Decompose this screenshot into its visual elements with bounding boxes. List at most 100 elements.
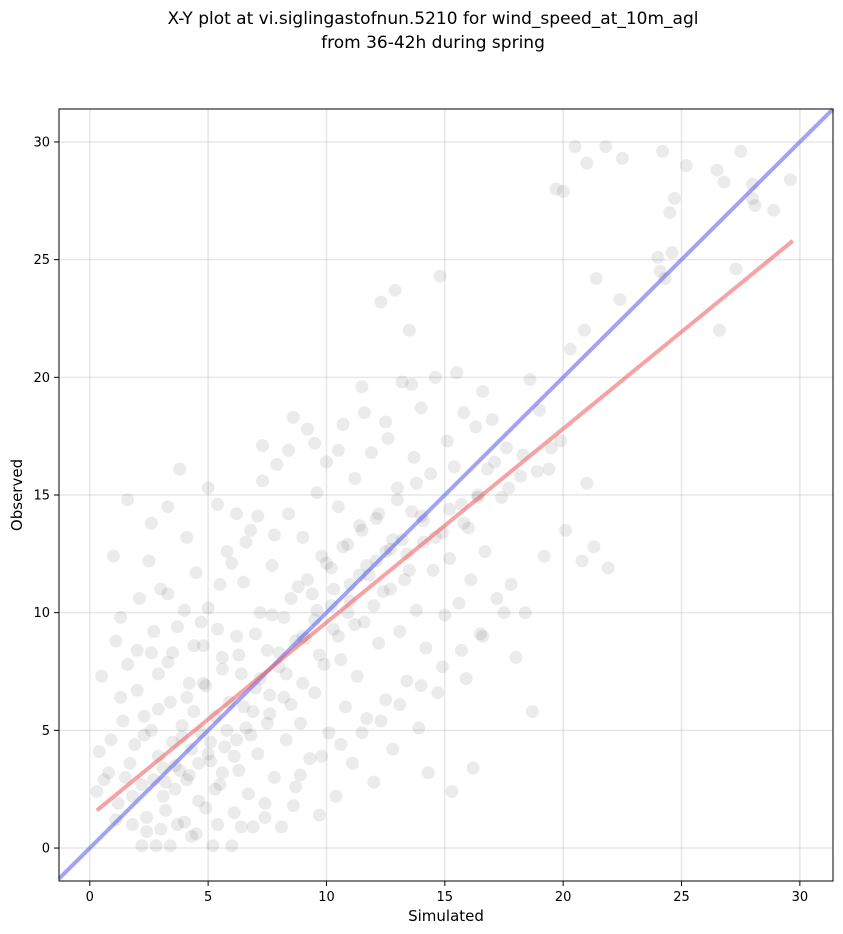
data-point [185, 829, 199, 843]
data-point [334, 653, 348, 667]
data-point [177, 603, 191, 617]
data-point [445, 785, 459, 799]
data-point [310, 486, 324, 500]
data-point [104, 733, 118, 747]
y-tick-label: 10 [33, 606, 50, 621]
data-point [488, 455, 502, 469]
data-point [336, 540, 350, 554]
data-point [355, 726, 369, 740]
data-point [525, 705, 539, 719]
data-point [90, 785, 104, 799]
data-point [151, 667, 165, 681]
data-point [284, 592, 298, 606]
data-point [211, 497, 225, 511]
data-point [154, 822, 168, 836]
data-point [142, 554, 156, 568]
data-point [395, 375, 409, 389]
data-point [710, 163, 724, 177]
data-point [130, 643, 144, 657]
data-point [563, 342, 577, 356]
data-point [473, 627, 487, 641]
data-point [177, 815, 191, 829]
data-point [211, 622, 225, 636]
data-point [230, 733, 244, 747]
data-point [175, 730, 189, 744]
data-point [239, 535, 253, 549]
data-point [137, 728, 151, 742]
data-point [348, 617, 362, 631]
data-point [450, 366, 464, 380]
data-point [241, 787, 255, 801]
data-point [613, 293, 627, 307]
x-tick-label: 10 [318, 890, 335, 905]
data-point [296, 676, 310, 690]
data-point [360, 712, 374, 726]
data-point [405, 504, 419, 518]
data-point [256, 439, 270, 453]
data-point [729, 262, 743, 276]
data-point [454, 643, 468, 657]
data-point [263, 707, 277, 721]
data-point [559, 523, 573, 537]
data-point [478, 544, 492, 558]
data-point [128, 737, 142, 751]
data-point [379, 693, 393, 707]
data-point [121, 657, 135, 671]
data-point [187, 705, 201, 719]
data-point [215, 766, 229, 780]
data-point [530, 464, 544, 478]
data-point [140, 810, 154, 824]
data-point [393, 625, 407, 639]
data-point [187, 639, 201, 653]
data-point [312, 648, 326, 662]
data-point [509, 650, 523, 664]
data-point [253, 606, 267, 620]
y-axis-label: Observed [8, 459, 26, 531]
data-point [424, 467, 438, 481]
data-point [211, 818, 225, 832]
data-point [426, 563, 440, 577]
data-point [461, 521, 475, 535]
data-point [532, 403, 546, 417]
data-point [123, 756, 137, 770]
data-point [390, 481, 404, 495]
data-point [220, 544, 234, 558]
data-point [244, 523, 258, 537]
data-point [523, 373, 537, 387]
data-point [663, 206, 677, 220]
data-point [712, 323, 726, 337]
data-point [248, 627, 262, 641]
data-point [386, 742, 400, 756]
data-point [192, 794, 206, 808]
data-point [350, 669, 364, 683]
data-point [327, 582, 341, 596]
data-point [554, 434, 568, 448]
data-point [329, 789, 343, 803]
x-tick-label: 30 [792, 890, 809, 905]
data-point [679, 158, 693, 172]
data-point [265, 559, 279, 573]
data-point [374, 714, 388, 728]
data-point [549, 182, 563, 196]
data-point [310, 603, 324, 617]
data-point [182, 768, 196, 782]
data-point [419, 641, 433, 655]
identity-line [57, 107, 835, 881]
data-point [173, 462, 187, 476]
data-point [402, 563, 416, 577]
data-point [286, 799, 300, 813]
data-point [140, 825, 154, 839]
x-tick-label: 20 [555, 890, 572, 905]
data-point [504, 577, 518, 591]
data-point [412, 721, 426, 735]
data-point [464, 573, 478, 587]
data-point [357, 615, 371, 629]
data-point [206, 839, 220, 853]
data-point [580, 476, 594, 490]
data-point [159, 803, 173, 817]
data-point [135, 778, 149, 791]
data-point [284, 697, 298, 711]
data-point [147, 625, 161, 639]
data-point [438, 608, 452, 622]
data-point [502, 481, 516, 495]
